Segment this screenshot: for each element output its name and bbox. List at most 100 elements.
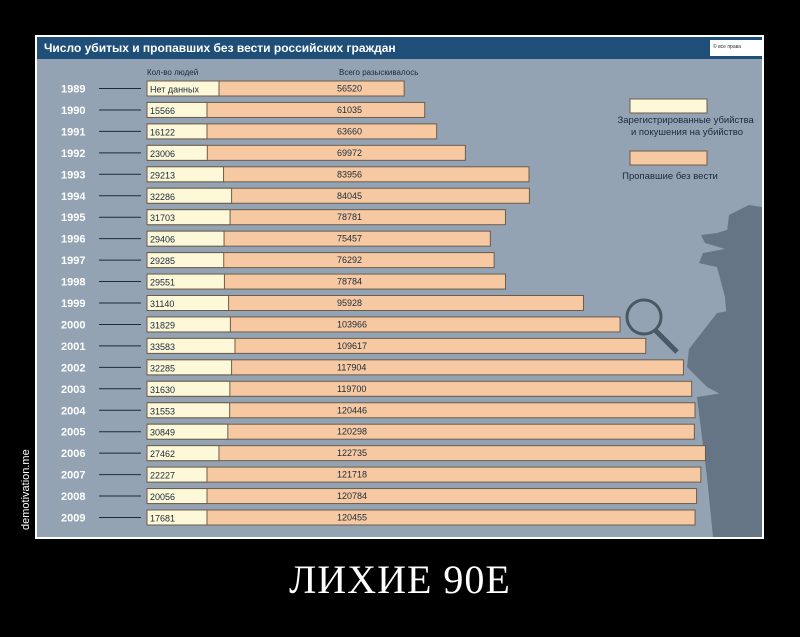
- year-label: 1994: [61, 191, 86, 203]
- bar-label-missing: 76292: [337, 255, 362, 265]
- bar-label-missing: 120298: [337, 427, 367, 437]
- bar-murders: [146, 295, 230, 311]
- year-label: 2002: [61, 362, 85, 374]
- bar-murders: [146, 209, 231, 226]
- bar-label-murders: 23006: [150, 149, 175, 159]
- bar-murders: [146, 166, 225, 183]
- corner-logo: © все права: [713, 43, 741, 50]
- bar-label-missing: 84045: [337, 191, 362, 201]
- year-label: 1990: [61, 105, 85, 117]
- bar-murders: [146, 230, 225, 247]
- year-label: 1992: [61, 148, 85, 160]
- bars-group: Нет данных 56520 15566 61035 16122 63660 23006…: [146, 80, 706, 526]
- year-label: 1997: [61, 255, 85, 267]
- bar-murders: [146, 144, 208, 161]
- bar-label-missing: 109617: [337, 341, 367, 351]
- year-label: 1995: [61, 212, 85, 224]
- bar-murders: [146, 273, 225, 290]
- bar-label-murders: 29406: [150, 235, 175, 245]
- bar-murders: [146, 359, 233, 376]
- bar-label-murders: 29551: [150, 278, 175, 288]
- bar-label-missing: 75457: [337, 234, 362, 244]
- year-label: 1991: [61, 126, 85, 138]
- year-label: 2008: [61, 491, 85, 503]
- legend: Зарегистрированные убийства и покушения …: [618, 98, 757, 182]
- year-label: 1998: [61, 277, 85, 289]
- bar-label-missing: 56520: [337, 84, 362, 94]
- bar-label-murders: 22227: [150, 471, 175, 481]
- bar-label-murders: 31140: [150, 299, 174, 309]
- bar-label-missing: 119700: [337, 384, 366, 394]
- poster-caption: ЛИХИЕ 90Е: [289, 557, 511, 602]
- bar-label-murders: Нет данных: [150, 85, 199, 95]
- chart-title: Число убитых и пропавших без вести росси…: [44, 41, 396, 55]
- bar-label-missing: 83956: [337, 169, 362, 179]
- bar-murders: [146, 101, 208, 118]
- bar-label-missing: 103966: [337, 319, 367, 329]
- bar-label-murders: 15566: [150, 106, 175, 116]
- corner-logo-box: [710, 40, 762, 56]
- year-label: 2001: [61, 341, 85, 353]
- bar-label-murders: 32285: [150, 363, 175, 373]
- bar-label-murders: 27462: [150, 449, 175, 459]
- legend-swatch-murders: [629, 98, 708, 114]
- bar-label-missing: 120446: [337, 405, 367, 415]
- bar-label-murders: 31829: [150, 320, 175, 330]
- year-label: 1989: [61, 84, 85, 96]
- detective-silhouette: [625, 205, 762, 537]
- bar-label-murders: 32286: [150, 192, 175, 202]
- bar-label-murders: 31703: [150, 213, 175, 223]
- bar-missing: [146, 423, 695, 440]
- bar-label-murders: 31630: [150, 385, 175, 395]
- bar-label-missing: 95928: [337, 298, 362, 308]
- bar-label-murders: 16122: [150, 127, 175, 137]
- column-header-count: Кол-во людей: [147, 68, 198, 77]
- bar-chart: Число убитых и пропавших без вести росси…: [37, 37, 762, 537]
- year-label: 2009: [61, 513, 85, 525]
- year-label: 1996: [61, 234, 85, 246]
- legend-swatch-missing: [629, 150, 708, 166]
- bar-label-missing: 69972: [337, 148, 362, 158]
- bar-label-missing: 121718: [337, 470, 367, 480]
- year-label: 2006: [61, 448, 85, 460]
- bar-murders: [146, 80, 220, 97]
- bar-murders: [146, 402, 231, 419]
- bar-murders: [146, 252, 225, 269]
- bar-label-murders: 29285: [150, 256, 175, 266]
- year-label: 2005: [61, 427, 85, 439]
- bar-label-missing: 120784: [337, 491, 367, 501]
- bar-murders: [146, 123, 208, 140]
- bar-murders: [146, 187, 233, 204]
- bar-label-missing: 78784: [337, 277, 362, 287]
- bar-label-murders: 29213: [150, 170, 175, 180]
- bar-murders: [146, 423, 229, 440]
- year-label: 2003: [61, 384, 85, 396]
- year-label: 2007: [61, 470, 85, 482]
- watermark: demotivation.me: [20, 449, 32, 530]
- bar-murders: [146, 509, 208, 526]
- bar-label-missing: 120455: [337, 513, 367, 523]
- bar-label-murders: 17681: [150, 514, 175, 524]
- bar-murders: [146, 466, 208, 483]
- bar-label-murders: 20056: [150, 492, 175, 502]
- bar-murders: [146, 380, 231, 397]
- bar-missing: [146, 466, 702, 483]
- bar-label-missing: 63660: [337, 126, 362, 136]
- bar-label-missing: 61035: [337, 105, 362, 115]
- bar-label-missing: 122735: [337, 448, 367, 458]
- poster-frame: Число убитых и пропавших без вести росси…: [35, 35, 764, 539]
- bar-murders: [146, 445, 220, 462]
- bar-missing: [146, 488, 698, 505]
- bar-murders: [146, 316, 231, 333]
- legend-label-missing: Пропавшие без вести: [622, 171, 718, 182]
- legend-label-murders-line-1: Зарегистрированные убийства и покушения …: [618, 115, 757, 138]
- bar-murders: [146, 337, 236, 354]
- bar-label-missing: 117904: [337, 362, 366, 372]
- bar-label-murders: 30849: [150, 428, 175, 438]
- column-header-total: Всего разыскивалось: [339, 68, 418, 77]
- year-label: 2000: [61, 319, 85, 331]
- title-band: [37, 37, 762, 59]
- bar-label-murders: 31553: [150, 406, 175, 416]
- year-label: 2004: [61, 405, 86, 417]
- year-axis: 1989 1990 1991 1992 1993 1994 1995 1996 1997 1998…: [61, 84, 141, 525]
